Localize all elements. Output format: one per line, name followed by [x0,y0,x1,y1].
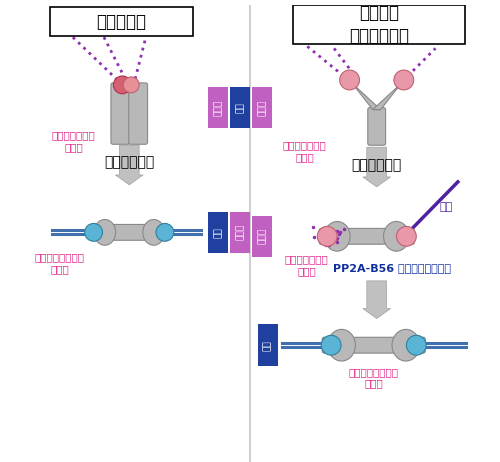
FancyBboxPatch shape [111,83,130,144]
Circle shape [394,70,413,90]
FancyBboxPatch shape [258,324,278,366]
FancyBboxPatch shape [50,6,193,36]
Text: リン酸化された
動原体: リン酸化された 動原体 [284,254,329,276]
Circle shape [340,70,359,90]
FancyBboxPatch shape [252,87,272,128]
FancyBboxPatch shape [368,108,386,145]
FancyBboxPatch shape [320,228,414,244]
Ellipse shape [143,219,165,245]
Ellipse shape [328,329,355,361]
FancyBboxPatch shape [322,337,425,353]
Polygon shape [342,74,380,109]
Text: 脱リン酸化された
動原体: 脱リン酸化された 動原体 [35,252,85,274]
FancyArrow shape [363,147,390,187]
Text: PP2A-B56 による脱リン酸化: PP2A-B56 による脱リン酸化 [332,263,450,273]
Text: 体細胞分裂: 体細胞分裂 [96,12,146,30]
Circle shape [322,335,341,355]
FancyBboxPatch shape [292,5,465,44]
Ellipse shape [324,221,350,251]
FancyBboxPatch shape [128,83,148,144]
Circle shape [84,224,102,241]
FancyBboxPatch shape [90,225,169,240]
FancyBboxPatch shape [230,87,250,128]
Text: 安定: 安定 [214,227,223,238]
Text: 脱リン酸化された
動原体: 脱リン酸化された 動原体 [348,367,399,389]
Text: リン酸化された
動原体: リン酸化された 動原体 [282,140,327,162]
Circle shape [396,226,416,246]
Circle shape [406,335,426,355]
Text: 不安定: 不安定 [236,224,244,240]
Polygon shape [372,74,411,109]
Circle shape [114,76,131,94]
Ellipse shape [94,219,116,245]
Text: リン酸化された
動原体: リン酸化された 動原体 [52,130,96,152]
Text: 誤り: 誤り [440,201,452,212]
Text: 安定: 安定 [236,102,244,113]
Circle shape [124,77,139,93]
Circle shape [156,224,174,241]
Text: 安定: 安定 [264,340,272,351]
Text: 卵母細胞
減数第一分裂: 卵母細胞 減数第一分裂 [348,5,408,45]
Text: 引っ張られる: 引っ張られる [352,158,402,172]
Text: 不安定: 不安定 [214,100,223,116]
FancyBboxPatch shape [230,212,250,253]
FancyBboxPatch shape [208,212,228,253]
Circle shape [318,226,337,246]
Ellipse shape [384,221,409,251]
Ellipse shape [392,329,420,361]
FancyBboxPatch shape [252,216,272,257]
FancyBboxPatch shape [208,87,228,128]
Text: 不安定: 不安定 [258,228,266,244]
Text: 不安定: 不安定 [258,100,266,116]
Text: 引っ張られる: 引っ張られる [104,155,154,169]
FancyArrow shape [363,281,390,318]
FancyArrow shape [116,145,143,185]
